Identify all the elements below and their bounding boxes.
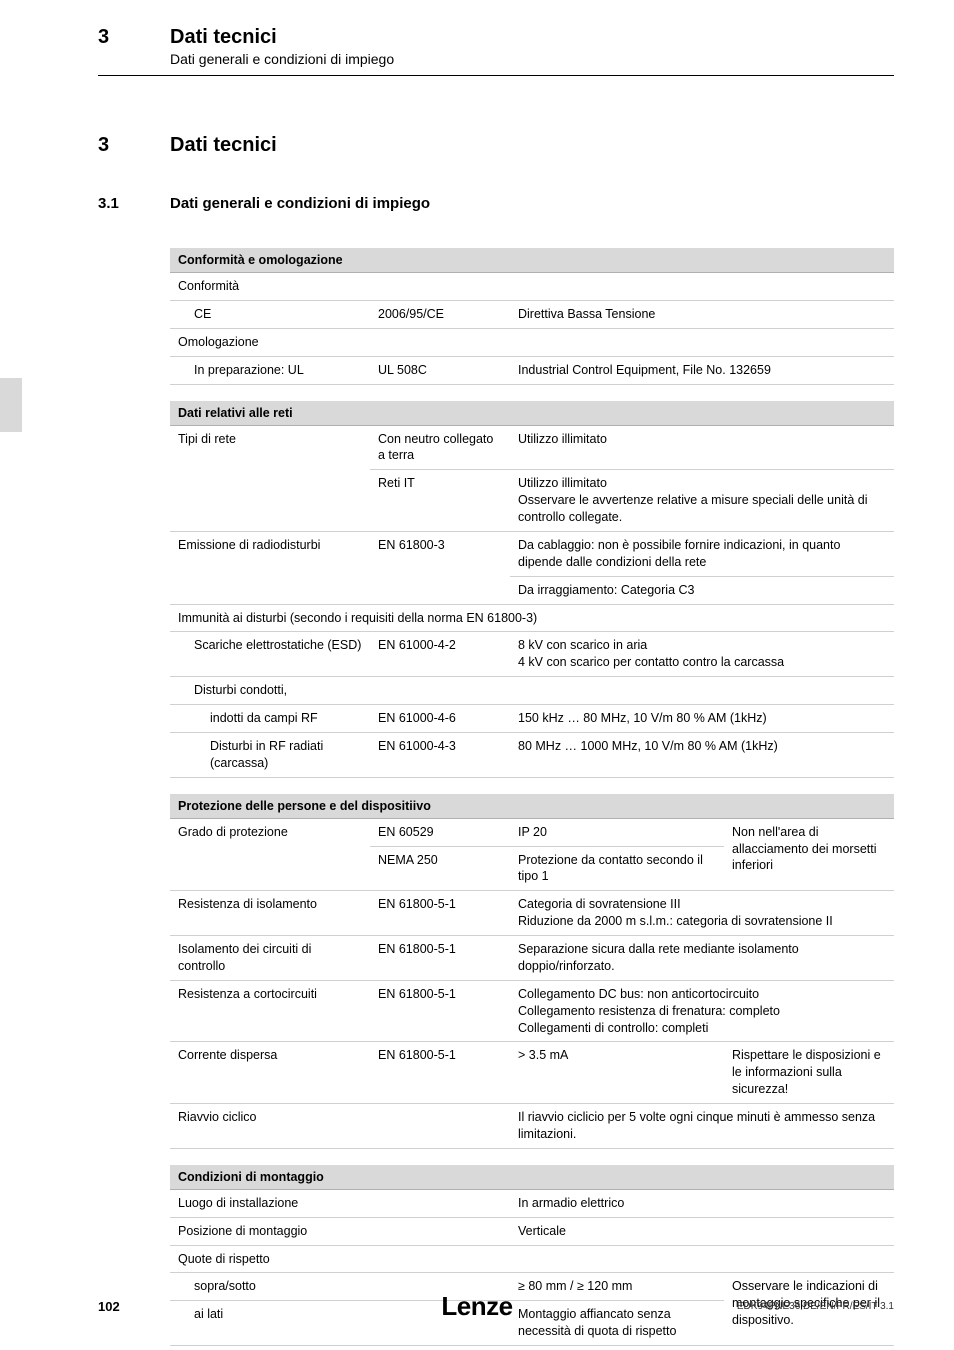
chapter-number: 3 [98, 26, 109, 49]
table-row: Scariche elettrostatiche (ESD) EN 61000-… [170, 632, 894, 677]
brand-logo: Lenze [441, 1291, 512, 1322]
table-row: Luogo di installazione In armadio elettr… [170, 1189, 894, 1217]
table-row: Riavvio ciclico Il riavvio ciclicio per … [170, 1104, 894, 1149]
page-number: 102 [98, 1299, 120, 1314]
table-row: Immunità ai disturbi (secondo i requisit… [170, 604, 894, 632]
section-number: 3 [98, 134, 109, 157]
table-row: CE 2006/95/CE Direttiva Bassa Tensione [170, 300, 894, 328]
table-row: Disturbi in RF radiati (carcassa) EN 610… [170, 732, 894, 777]
subsection-number: 3.1 [98, 195, 119, 212]
table-header: Conformità e omologazione [170, 248, 894, 273]
table-header: Dati relativi alle reti [170, 401, 894, 426]
section-title: Dati tecnici [170, 134, 894, 157]
subsection-heading: 3.1 Dati generali e condizioni di impieg… [0, 157, 954, 212]
table-header: Protezione delle persone e del dispositi… [170, 794, 894, 819]
chapter-subtitle: Dati generali e condizioni di impiego [170, 51, 894, 67]
section-heading: 3 Dati tecnici [0, 76, 954, 157]
table-row: Disturbi condotti, [170, 677, 894, 705]
table-row: In preparazione: UL UL 508C Industrial C… [170, 356, 894, 384]
table-row: sopra/sotto ≥ 80 mm / ≥ 120 mm Osservare… [170, 1273, 894, 1301]
page-header: 3 Dati tecnici Dati generali e condizion… [0, 0, 954, 67]
table-row: Corrente dispersa EN 61800-5-1 > 3.5 mA … [170, 1042, 894, 1104]
chapter-title: Dati tecnici [170, 26, 894, 49]
table-row: Conformità [170, 273, 894, 301]
table-row: Omologazione [170, 328, 894, 356]
conformity-table: Conformità e omologazione Conformità CE … [170, 248, 894, 385]
table-row: Resistenza a cortocircuiti EN 61800-5-1 … [170, 980, 894, 1042]
table-row: Tipi di rete Con neutro collegato a terr… [170, 425, 894, 470]
protection-table: Protezione delle persone e del dispositi… [170, 794, 894, 1149]
side-tab [0, 378, 22, 432]
subsection-title: Dati generali e condizioni di impiego [170, 195, 894, 212]
table-row: Resistenza di isolamento EN 61800-5-1 Ca… [170, 891, 894, 936]
mounting-table: Condizioni di montaggio Luogo di install… [170, 1165, 894, 1346]
table-row: Quote di rispetto [170, 1245, 894, 1273]
page-footer: 102 Lenze EDK94PNE36 DE/EN/FR/ES/IT 3.1 [0, 1299, 954, 1314]
table-header: Condizioni di montaggio [170, 1165, 894, 1190]
table-row: Emissione di radiodisturbi EN 61800-3 Da… [170, 531, 894, 576]
table-row: Grado di protezione EN 60529 IP 20 Non n… [170, 818, 894, 846]
table-row: indotti da campi RF EN 61000-4-6 150 kHz… [170, 705, 894, 733]
document-reference: EDK94PNE36 DE/EN/FR/ES/IT 3.1 [737, 1301, 894, 1312]
table-row: Isolamento dei circuiti di controllo EN … [170, 936, 894, 981]
table-row: Posizione di montaggio Verticale [170, 1217, 894, 1245]
network-table: Dati relativi alle reti Tipi di rete Con… [170, 401, 894, 778]
